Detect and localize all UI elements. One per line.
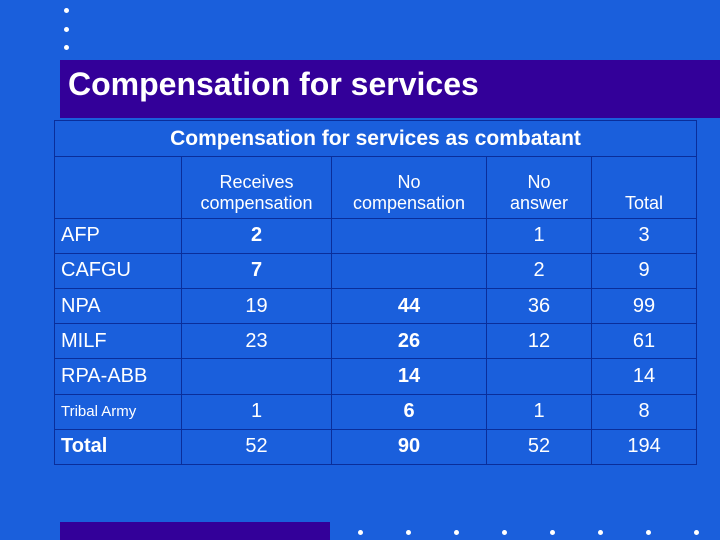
decor-dot <box>64 45 69 50</box>
cell-total: 3 <box>590 217 698 254</box>
cell-total: 14 <box>590 358 698 395</box>
table-row-total: Total 52 90 52 194 <box>54 428 698 466</box>
cell-no-compensation: 26 <box>331 323 487 360</box>
cell-no-compensation <box>331 252 487 289</box>
cell-receives: 2 <box>181 217 332 254</box>
cell-receives: 7 <box>181 252 332 289</box>
cell-total: 194 <box>590 428 698 466</box>
cell-no-answer: 2 <box>486 252 592 289</box>
cell-no-answer: 1 <box>486 217 592 254</box>
title-band <box>60 60 720 118</box>
header-receives-line2: compensation <box>200 192 313 213</box>
cell-receives: 19 <box>181 287 332 325</box>
header-no-answer: No answer <box>486 156 592 219</box>
row-label: RPA-ABB <box>54 358 182 395</box>
row-label: CAFGU <box>54 252 182 289</box>
header-no-comp-line1: No <box>397 171 421 192</box>
decor-dot <box>358 530 363 535</box>
cell-total: 99 <box>590 287 698 325</box>
cell-no-answer: 12 <box>486 323 592 360</box>
row-label: Total <box>54 428 182 466</box>
header-empty-cell <box>54 156 182 219</box>
table-caption: Compensation for services as combatant <box>53 119 698 158</box>
slide-title: Compensation for services <box>68 66 479 102</box>
cell-total: 8 <box>590 393 698 430</box>
cell-no-answer: 1 <box>486 393 592 430</box>
cell-receives <box>181 358 332 395</box>
cell-receives: 1 <box>181 393 332 430</box>
decor-dot <box>454 530 459 535</box>
table-row: RPA-ABB 14 14 <box>54 358 698 395</box>
header-total: Total <box>590 156 698 219</box>
table-row: Tribal Army 1 6 1 8 <box>54 393 698 430</box>
compensation-table: Compensation for services as combatant R… <box>53 119 698 466</box>
cell-no-compensation <box>331 217 487 254</box>
header-no-answer-line1: No <box>527 171 551 192</box>
row-label: Tribal Army <box>54 393 182 430</box>
row-label: MILF <box>54 323 182 360</box>
row-label: AFP <box>54 217 182 254</box>
cell-no-compensation: 6 <box>331 393 487 430</box>
decor-dot <box>550 530 555 535</box>
header-receives: Receives compensation <box>181 156 332 219</box>
decor-dot <box>598 530 603 535</box>
cell-total: 9 <box>590 252 698 289</box>
cell-no-compensation: 44 <box>331 287 487 325</box>
cell-receives: 23 <box>181 323 332 360</box>
cell-no-compensation: 14 <box>331 358 487 395</box>
decor-dot <box>406 530 411 535</box>
decor-dot <box>694 530 699 535</box>
decor-dot <box>502 530 507 535</box>
decor-dot <box>64 27 69 32</box>
cell-no-answer: 36 <box>486 287 592 325</box>
cell-no-compensation: 90 <box>331 428 487 466</box>
table-row: MILF 23 26 12 61 <box>54 323 698 360</box>
header-no-comp-line2: compensation <box>352 192 466 213</box>
table-header-row: Receives compensation No compensation No an… <box>54 156 698 219</box>
header-receives-line1: Receives <box>219 171 294 192</box>
decor-dot <box>646 530 651 535</box>
cell-total: 61 <box>590 323 698 360</box>
table-row: AFP 2 1 3 <box>54 217 698 254</box>
header-no-compensation: No compensation <box>331 156 487 219</box>
cell-receives: 52 <box>181 428 332 466</box>
bottom-band <box>60 522 330 540</box>
header-no-answer-line2: answer <box>509 192 569 213</box>
cell-no-answer <box>486 358 592 395</box>
table-caption-row: Compensation for services as combatant <box>53 119 698 158</box>
decor-dot <box>64 8 69 13</box>
table-row: NPA 19 44 36 99 <box>54 287 698 325</box>
row-label: NPA <box>54 287 182 325</box>
table-row: CAFGU 7 2 9 <box>54 252 698 289</box>
cell-no-answer: 52 <box>486 428 592 466</box>
